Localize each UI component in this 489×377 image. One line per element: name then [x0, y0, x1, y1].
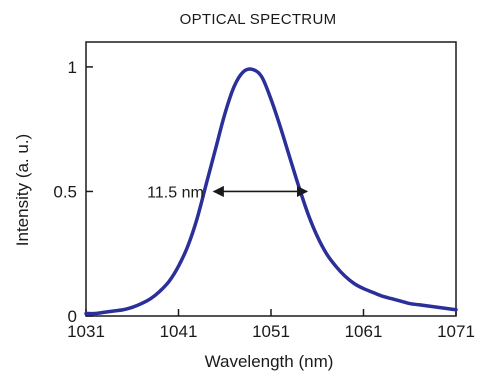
y-tick-label: 0.5 [53, 182, 77, 201]
fwhm-label: 11.5 nm [147, 184, 204, 201]
chart-title: OPTICAL SPECTRUM [180, 11, 337, 28]
x-axis-ticks: 1031 1041 1051 1061 1071 [67, 309, 475, 341]
x-tick-label: 1061 [345, 322, 383, 341]
y-tick-label: 0 [68, 307, 77, 326]
spectrum-line [84, 67, 458, 316]
y-axis-label: Intensity (a. u.) [13, 134, 32, 246]
x-tick-label: 1031 [67, 322, 105, 341]
x-tick-label: 1051 [252, 322, 290, 341]
y-tick-label: 1 [68, 58, 77, 77]
plot-frame [85, 41, 457, 317]
x-tick-label: 1071 [437, 322, 475, 341]
x-axis-label: Wavelength (nm) [205, 352, 334, 371]
x-tick-label: 1041 [160, 322, 198, 341]
y-axis-ticks: 00.51 [53, 58, 93, 326]
